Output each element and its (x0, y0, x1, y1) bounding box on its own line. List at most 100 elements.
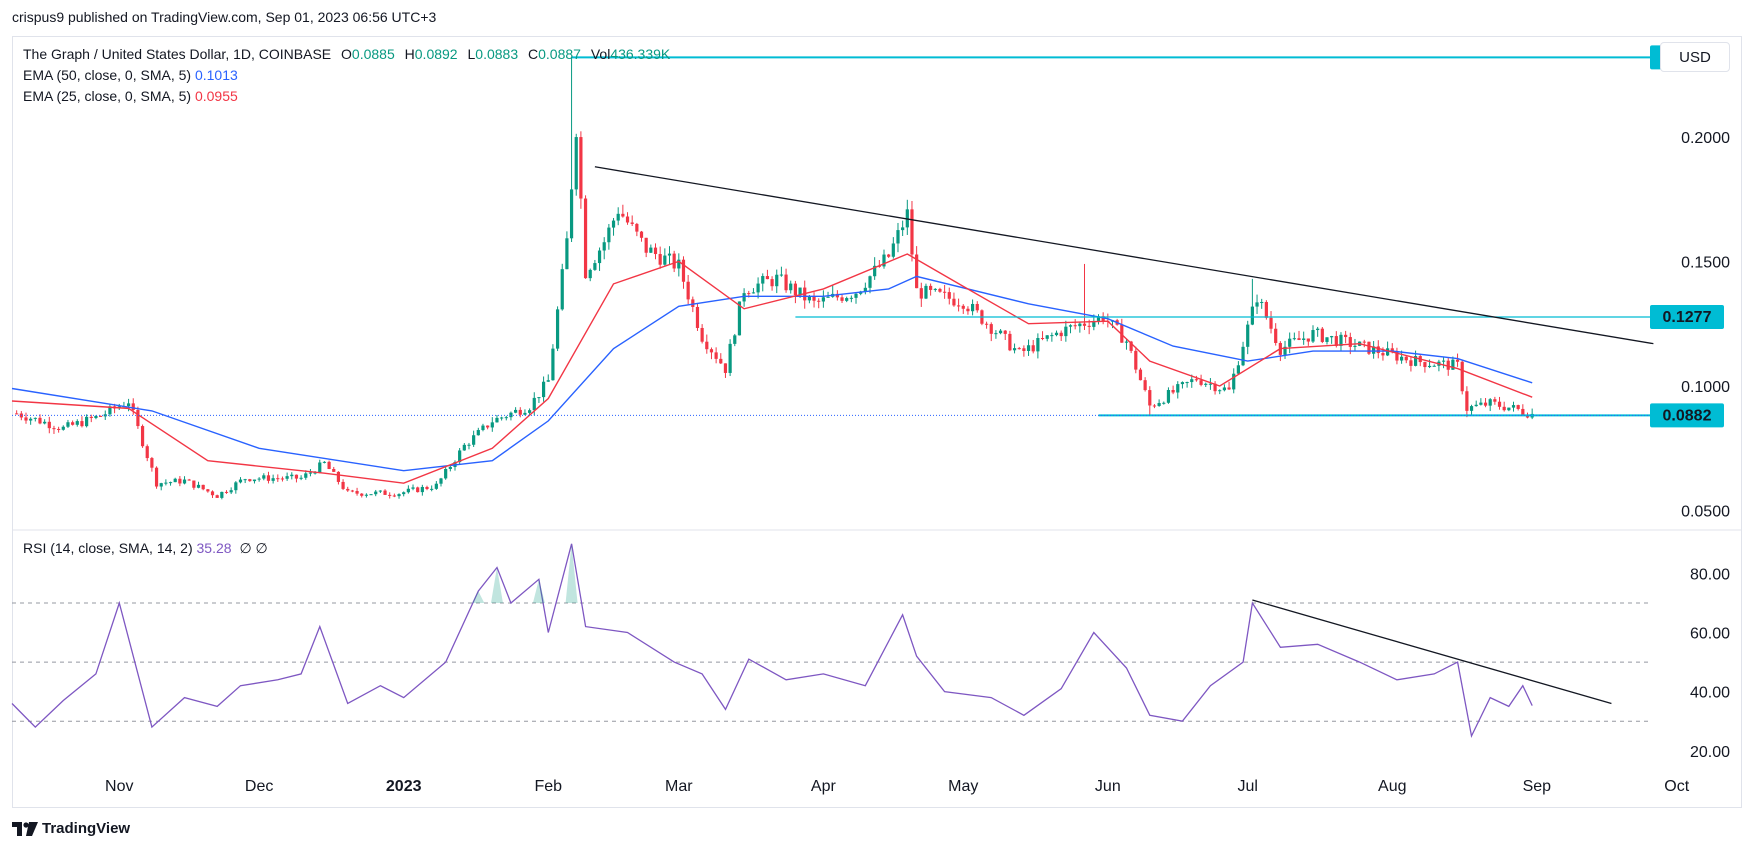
candle-body (579, 137, 583, 199)
candle-body (1171, 389, 1175, 393)
candle-body (1381, 353, 1385, 356)
ema25-row[interactable]: EMA (25, close, 0, SMA, 5) 0.0955 (23, 86, 670, 107)
candle-body (891, 243, 895, 257)
candle (672, 250, 676, 273)
ohlc-low-value: 0.0883 (475, 46, 519, 62)
candle (61, 425, 65, 431)
candle-body (667, 253, 672, 256)
candle-body (761, 276, 765, 284)
rsi-legend[interactable]: RSI (14, close, SMA, 14, 2) 35.28 ∅ ∅ (23, 540, 268, 557)
candle-body (350, 490, 355, 492)
time-axis-tick: Dec (245, 778, 273, 795)
candle-body (476, 430, 480, 436)
symbol-name[interactable]: The Graph / United States Dollar, 1D, CO… (23, 46, 332, 62)
candle-body (131, 403, 135, 411)
candle (1143, 377, 1147, 392)
candle (644, 237, 648, 258)
candle (1418, 355, 1422, 367)
candle-body (486, 425, 490, 428)
candle (1437, 359, 1441, 372)
candle-body (957, 305, 961, 307)
candle (1269, 311, 1273, 334)
candle-body (770, 279, 774, 287)
candle (1246, 320, 1250, 355)
ema50-value: 0.1013 (194, 67, 238, 83)
candle-body (821, 297, 825, 302)
candle (919, 282, 923, 307)
candle-body (1059, 332, 1063, 337)
candle-body (910, 209, 914, 255)
candle-body (896, 230, 900, 244)
candle-body (868, 276, 872, 288)
candle-body (1054, 332, 1059, 336)
candle (588, 268, 592, 282)
ema50-row[interactable]: EMA (50, close, 0, SMA, 5) 0.1013 (23, 65, 670, 86)
candle-body (933, 288, 937, 290)
candle-body (1236, 365, 1240, 374)
candle (355, 487, 359, 496)
candle-body (98, 415, 103, 417)
candle (989, 322, 993, 342)
candle-body (826, 296, 830, 298)
candle-body (649, 247, 653, 253)
candle (854, 292, 858, 304)
candle (695, 303, 700, 331)
candle (635, 222, 639, 237)
ohlc-high-key: H (404, 46, 415, 62)
candle-body (38, 417, 42, 424)
ohlc-open-value: 0.0885 (351, 46, 395, 62)
candle (1003, 330, 1007, 340)
time-axis-tick: 2023 (386, 778, 422, 795)
candle-body (1241, 346, 1245, 366)
candle-body (196, 484, 201, 488)
candle (863, 282, 867, 295)
candle-body (555, 309, 560, 349)
candle-body (714, 352, 718, 359)
candle-body (266, 475, 271, 481)
candle (336, 471, 341, 485)
candle (201, 484, 205, 491)
candle (150, 456, 154, 472)
candle-body (882, 254, 886, 267)
ohlc-volume-value: 436.339K (610, 46, 671, 62)
candle-body (849, 297, 853, 299)
candle (504, 415, 508, 421)
price-axis-tick: 0.1500 (1681, 254, 1730, 271)
candle (98, 415, 103, 417)
tradingview-logo[interactable]: TradingView (12, 820, 130, 837)
currency-button[interactable]: USD (1660, 42, 1730, 72)
candle-body (140, 426, 145, 447)
candle (1488, 398, 1492, 412)
candle-body (308, 472, 313, 474)
chart-frame[interactable] (12, 36, 1742, 808)
candle-body (238, 479, 243, 483)
candle (1190, 374, 1194, 388)
candle (215, 494, 219, 498)
candle-body (625, 216, 630, 223)
candle-body (299, 477, 303, 479)
candle-body (1469, 406, 1474, 411)
candle (1255, 294, 1259, 314)
candle-body (1516, 405, 1520, 409)
candle-body (1138, 369, 1143, 381)
candle (29, 417, 33, 425)
candle-body (728, 343, 732, 373)
candle-body (1325, 337, 1329, 342)
candle (164, 479, 168, 486)
candle (290, 472, 294, 480)
candle-body (1288, 338, 1292, 347)
candle-body (1353, 345, 1357, 347)
candle-body (294, 474, 299, 479)
candle (1404, 356, 1408, 364)
candle-body (1320, 328, 1324, 342)
candle (686, 274, 690, 305)
candle-body (439, 478, 443, 484)
time-axis-tick: Oct (1664, 778, 1689, 795)
candle-body (616, 213, 620, 221)
ema25-value: 0.0955 (194, 88, 238, 104)
candle-body (234, 482, 238, 491)
candle-body (360, 493, 364, 496)
candle-body (719, 358, 723, 364)
candle-body (416, 487, 420, 493)
